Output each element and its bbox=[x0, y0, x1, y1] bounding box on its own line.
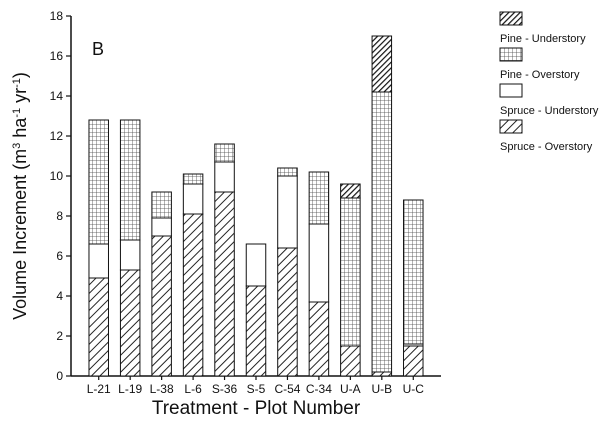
bar-segment bbox=[308, 301, 330, 377]
legend-label: Spruce - Understory bbox=[500, 105, 599, 117]
y-tick-label: 0 bbox=[56, 369, 63, 383]
x-ticks: L-21 L-19 L-38 L-6 S-36 S-5 C-54 C-34 U-A U-B U-C bbox=[87, 376, 425, 396]
bar-segment bbox=[88, 277, 109, 377]
legend-label: Pine - Overstory bbox=[500, 69, 580, 81]
panel-label: B bbox=[92, 39, 104, 59]
bar-segment bbox=[340, 345, 361, 377]
y-tick-label: 10 bbox=[50, 169, 64, 183]
bar-segment bbox=[371, 371, 393, 377]
x-tick-label: U-C bbox=[403, 382, 425, 396]
y-tick-label: 2 bbox=[56, 329, 63, 343]
y-tick-label: 8 bbox=[56, 209, 63, 223]
bar-segment bbox=[245, 285, 267, 377]
bar-segment bbox=[403, 199, 424, 345]
x-tick-label: S-36 bbox=[212, 382, 238, 396]
y-tick-label: 4 bbox=[56, 289, 63, 303]
bar-segment bbox=[214, 143, 235, 163]
y-tick-label: 16 bbox=[50, 49, 64, 63]
bars bbox=[88, 35, 424, 377]
x-tick-label: L-6 bbox=[184, 382, 202, 396]
bar-segment bbox=[151, 191, 172, 219]
bar-segment bbox=[182, 173, 204, 185]
y-ticks: 0 2 4 6 8 10 12 14 16 18 bbox=[50, 9, 71, 383]
bar-segment bbox=[308, 171, 330, 225]
bar-segment bbox=[151, 235, 172, 377]
x-tick-label: C-34 bbox=[306, 382, 332, 396]
bar-segment bbox=[119, 239, 141, 271]
y-tick-label: 14 bbox=[50, 89, 64, 103]
bar-segment bbox=[245, 243, 267, 287]
y-axis-title: Volume Increment (m3 ha-1 yr-1) bbox=[10, 72, 30, 320]
legend-label: Pine - Understory bbox=[500, 33, 586, 45]
x-tick-label: U-A bbox=[340, 382, 361, 396]
y-tick-label: 18 bbox=[50, 9, 64, 23]
bar-segment bbox=[214, 161, 235, 193]
x-tick-label: L-38 bbox=[150, 382, 174, 396]
bar-segment bbox=[151, 217, 172, 237]
bar-segment bbox=[371, 35, 393, 93]
bar-segment bbox=[308, 223, 330, 303]
bar-segment bbox=[277, 175, 298, 249]
bar-segment bbox=[88, 119, 109, 245]
bar-segment bbox=[371, 91, 393, 373]
legend: Pine - Understory Pine - Overstory Spruce … bbox=[499, 11, 599, 153]
legend-swatch bbox=[499, 11, 523, 26]
bar-segment bbox=[340, 183, 361, 199]
bar-segment bbox=[88, 243, 109, 279]
bar-segment bbox=[340, 197, 361, 347]
legend-swatch bbox=[499, 83, 523, 98]
bar-segment bbox=[119, 269, 141, 377]
bar-segment bbox=[214, 191, 235, 377]
bar-segment bbox=[182, 183, 204, 215]
bar-segment bbox=[182, 213, 204, 377]
bar-segment bbox=[119, 119, 141, 241]
x-tick-label: L-21 bbox=[87, 382, 111, 396]
x-tick-label: U-B bbox=[371, 382, 392, 396]
y-tick-label: 12 bbox=[50, 129, 64, 143]
bar-segment bbox=[277, 247, 298, 377]
x-tick-label: L-19 bbox=[118, 382, 142, 396]
legend-swatch bbox=[499, 47, 523, 62]
legend-swatch bbox=[499, 119, 523, 134]
bar-segment bbox=[277, 167, 298, 177]
legend-label: Spruce - Overstory bbox=[500, 141, 593, 153]
x-tick-label: S-5 bbox=[247, 382, 266, 396]
y-tick-label: 6 bbox=[56, 249, 63, 263]
x-tick-label: C-54 bbox=[274, 382, 300, 396]
bar-segment bbox=[403, 345, 424, 377]
plot-area: 0 2 4 6 8 10 12 14 16 18 L-21 L-19 L-38 L-6 S-36 S-5 C-… bbox=[50, 9, 441, 396]
x-axis-title: Treatment - Plot Number bbox=[152, 398, 361, 419]
